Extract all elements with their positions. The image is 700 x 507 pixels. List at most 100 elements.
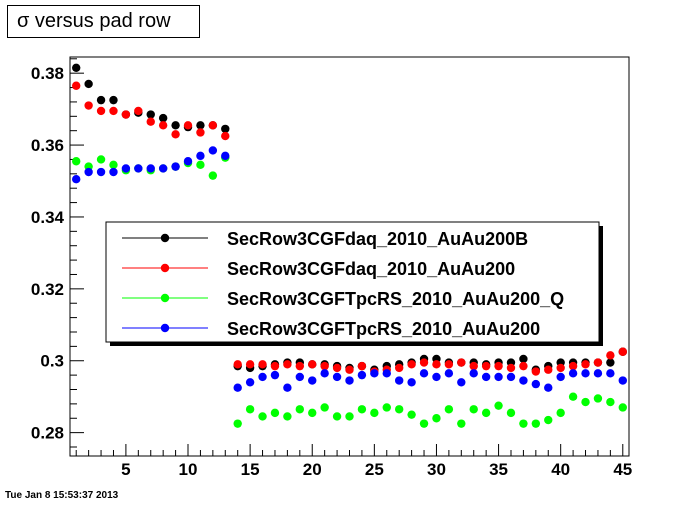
data-point (84, 101, 93, 110)
data-point (357, 405, 367, 414)
data-point (109, 160, 118, 170)
data-point (233, 419, 242, 428)
data-point (171, 130, 180, 139)
data-point (158, 121, 168, 130)
data-point (618, 347, 627, 356)
legend-label: SecRow3CGFdaq_2010_AuAu200B (227, 229, 528, 249)
data-point (581, 369, 590, 378)
data-point (295, 372, 305, 382)
data-point (469, 369, 478, 378)
data-point (233, 383, 242, 392)
data-point (183, 121, 193, 130)
data-point (270, 370, 280, 380)
data-point (245, 378, 255, 387)
data-point (469, 361, 478, 371)
data-point (531, 379, 541, 389)
data-point (407, 378, 416, 387)
data-point (295, 361, 305, 371)
data-point (519, 354, 528, 364)
data-point (258, 372, 267, 382)
x-tick-label: 5 (121, 460, 130, 479)
data-point (432, 372, 441, 382)
data-point (444, 405, 454, 414)
data-point (519, 361, 528, 371)
chart-title: σ versus pad row (7, 5, 200, 38)
data-point (196, 121, 205, 130)
data-point (295, 405, 305, 414)
x-tick-label: 30 (427, 460, 446, 479)
data-point (618, 403, 627, 412)
data-point (407, 360, 416, 369)
data-point (308, 360, 317, 369)
data-point (531, 367, 541, 376)
x-tick-label: 40 (551, 460, 570, 479)
data-point (332, 372, 342, 382)
data-point (245, 405, 255, 414)
data-point (394, 405, 404, 414)
data-point (606, 369, 615, 378)
data-point (72, 175, 81, 184)
data-point (419, 419, 429, 428)
data-point (158, 164, 168, 173)
y-tick-label: 0.36 (31, 136, 64, 155)
legend-marker (160, 263, 170, 273)
data-point (320, 369, 329, 378)
data-point (494, 361, 503, 371)
data-point (494, 401, 503, 410)
data-point (171, 162, 180, 171)
data-point (121, 164, 131, 173)
data-point (457, 419, 466, 428)
data-point (432, 360, 441, 369)
x-tick-label: 20 (303, 460, 322, 479)
data-series (72, 63, 627, 428)
data-point (593, 394, 603, 403)
data-point (320, 361, 329, 371)
data-point (121, 110, 131, 119)
data-point (96, 106, 106, 116)
data-point (606, 351, 615, 360)
legend-label: SecRow3CGFTpcRS_2010_AuAu200_Q (227, 289, 564, 309)
data-point (544, 415, 553, 425)
data-point (72, 63, 81, 72)
data-point (481, 408, 491, 418)
data-point (382, 369, 391, 378)
x-tick-label: 35 (489, 460, 508, 479)
data-point (308, 408, 317, 418)
data-point (109, 95, 118, 105)
data-point (245, 360, 255, 369)
x-tick-label: 15 (241, 460, 260, 479)
data-point (357, 370, 367, 380)
data-point (283, 412, 292, 421)
data-point (568, 369, 578, 378)
legend-shadow-bottom (110, 342, 603, 346)
data-point (556, 372, 565, 382)
data-point (407, 410, 416, 419)
data-point (568, 392, 578, 401)
data-point (109, 106, 118, 116)
data-point (481, 372, 491, 382)
data-point (171, 121, 180, 130)
legend-marker (160, 293, 170, 303)
y-tick-label: 0.38 (31, 64, 64, 83)
y-tick-label: 0.34 (31, 208, 65, 227)
data-point (158, 113, 168, 123)
data-point (581, 360, 590, 369)
x-tick-label: 10 (179, 460, 198, 479)
data-point (208, 171, 218, 180)
x-tick-label: 45 (613, 460, 632, 479)
data-point (283, 383, 292, 392)
x-tick-label: 25 (365, 460, 384, 479)
data-point (506, 408, 516, 418)
data-point (332, 412, 342, 421)
data-point (258, 360, 267, 369)
data-point (469, 405, 478, 414)
data-point (444, 369, 454, 378)
data-point (221, 124, 230, 134)
data-point (457, 358, 466, 367)
data-point (394, 376, 404, 385)
data-point (221, 131, 230, 141)
data-point (556, 363, 565, 373)
data-point (494, 372, 503, 382)
data-point (544, 383, 553, 392)
